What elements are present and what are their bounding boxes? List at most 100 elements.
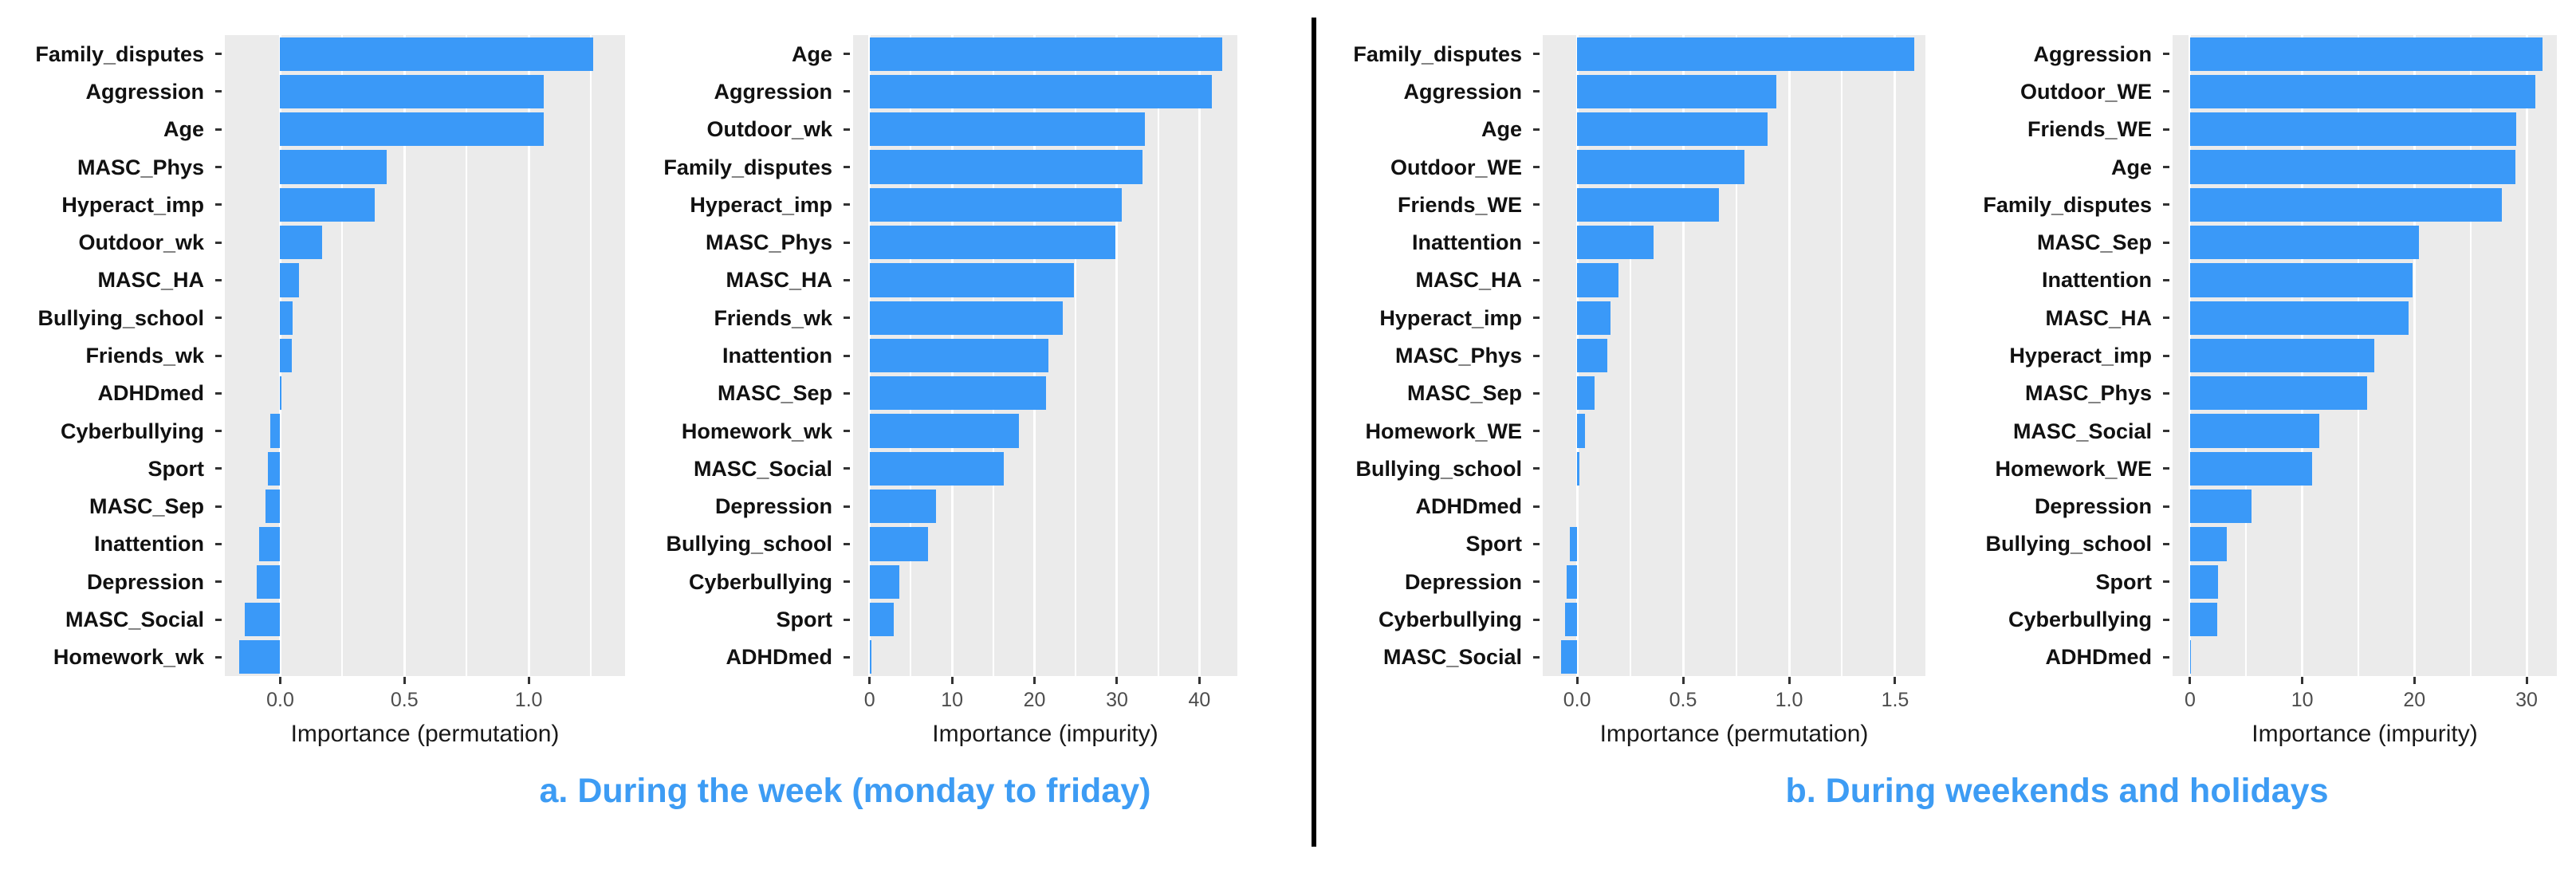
category-label: Sport [1465, 532, 1523, 556]
bar-Bullying_school [280, 301, 293, 335]
y-axis-tick [215, 166, 222, 169]
bar-Age [280, 112, 544, 147]
category-label: Friends_WE [1397, 192, 1522, 217]
y-axis-tick [215, 505, 222, 508]
bar-Depression [869, 490, 937, 524]
bar-MASC_Phys [2189, 376, 2368, 411]
chart-week-impurity: Age Aggression Outdoor_wk Family_disputes Hy… [646, 0, 1237, 797]
bar-Sport [2189, 564, 2219, 599]
y-axis-tick [2163, 505, 2169, 508]
category-label: Inattention [1412, 230, 1522, 255]
x-axis-title: Importance (permutation) [1599, 721, 1869, 747]
y-axis-tick [844, 166, 850, 169]
category-label: Family_disputes [663, 155, 832, 179]
bar-Sport [1569, 527, 1578, 561]
category-label: Inattention [722, 344, 832, 368]
category-label: MASC_Social [693, 456, 832, 481]
category-label: Family_disputes [35, 41, 204, 66]
bar-Bullying_school [869, 527, 929, 561]
y-axis-tick [215, 128, 222, 131]
category-label: Age [163, 117, 204, 142]
category-label: Age [791, 41, 832, 66]
bar-Inattention [2189, 263, 2413, 297]
bar-Aggression [280, 74, 544, 109]
caption-weekend: b. During weekends and holidays [1785, 772, 2329, 810]
y-axis-tick [215, 317, 222, 320]
y-axis-tick [2163, 354, 2169, 357]
category-label: Aggression [85, 79, 204, 104]
category-label: Outdoor_wk [706, 117, 832, 142]
bar-MASC_Sep [2189, 225, 2419, 260]
major-gridline [1115, 35, 1119, 676]
category-label: Aggression [2033, 41, 2152, 66]
chart-week-permutation: Family_disputes Aggression Age MASC_Phys Hyp… [0, 0, 625, 797]
y-axis-tick [2163, 317, 2169, 320]
plot-panel-week-impurity [853, 35, 1237, 676]
category-label: MASC_Phys [77, 155, 204, 179]
x-axis-tick-label: 10 [2291, 689, 2314, 711]
y-axis-tick [215, 354, 222, 357]
minor-gridline [466, 35, 468, 676]
bar-Inattention [259, 527, 281, 561]
bar-MASC_HA [280, 263, 299, 297]
bar-Hyperact_imp [869, 187, 1123, 222]
y-axis-tick [215, 655, 222, 659]
major-gridline [1787, 35, 1791, 676]
category-label: Hyperact_imp [690, 192, 832, 217]
bar-Outdoor_WE [2189, 74, 2536, 109]
chart-weekend-impurity: Aggression Outdoor_WE Friends_WE Age Family_… [1937, 0, 2557, 797]
x-axis-tick-label: 1.0 [514, 689, 543, 711]
bar-Hyperact_imp [2189, 338, 2374, 373]
y-axis-tick [215, 542, 222, 545]
y-axis-tick [844, 467, 850, 470]
category-label: Age [2110, 155, 2152, 179]
bar-Friends_WE [1577, 187, 1720, 222]
bar-MASC_Social [869, 451, 1005, 486]
category-label: Aggression [714, 79, 832, 104]
bar-Family_disputes [1577, 37, 1914, 71]
y-axis-tick [844, 203, 850, 206]
y-axis-tick [2163, 467, 2169, 470]
x-axis-tick-label: 0 [2184, 689, 2196, 711]
y-axis-tick [2163, 53, 2169, 56]
x-axis-title: Importance (impurity) [932, 721, 1158, 747]
category-label: MASC_Sep [717, 381, 832, 406]
x-axis-tick-label: 1.5 [1881, 689, 1909, 711]
category-label: Cyberbullying [2008, 608, 2152, 632]
major-gridline [527, 35, 530, 676]
category-label: Hyperact_imp [61, 192, 204, 217]
bar-MASC_Social [1561, 640, 1578, 674]
x-axis-tick [403, 677, 406, 684]
bar-MASC_Phys [869, 225, 1115, 260]
category-label: MASC_Sep [1406, 381, 1522, 406]
x-axis-tick [1787, 677, 1791, 684]
bar-Age [2189, 150, 2515, 184]
y-axis-tick [2163, 618, 2169, 621]
y-axis-tick [1533, 128, 1540, 131]
x-axis-tick [1894, 677, 1897, 684]
x-axis-tick [1575, 677, 1579, 684]
bar-Family_disputes [2189, 187, 2503, 222]
category-label: MASC_Phys [2024, 381, 2152, 406]
bar-Depression [1567, 564, 1578, 599]
bar-MASC_HA [1577, 263, 1619, 297]
category-label: Bullying_school [1355, 456, 1522, 481]
y-axis-tick [1533, 655, 1540, 659]
x-axis-tick-label: 10 [941, 689, 964, 711]
y-axis-tick [844, 542, 850, 545]
category-label: MASC_HA [726, 268, 832, 293]
bar-MASC_HA [2189, 301, 2409, 335]
category-label: Outdoor_WE [2020, 79, 2152, 104]
x-axis-tick [1033, 677, 1036, 684]
category-label: Family_disputes [1353, 41, 1522, 66]
bar-Homework_wk [239, 640, 281, 674]
y-axis-tick [1533, 505, 1540, 508]
y-axis-tick [215, 430, 222, 433]
y-axis-tick [2163, 241, 2169, 244]
category-label: Homework_wk [53, 645, 204, 670]
y-axis-tick [2163, 90, 2169, 93]
category-label: Hyperact_imp [1379, 305, 1522, 330]
y-axis-tick [215, 90, 222, 93]
category-label: Inattention [2042, 268, 2152, 293]
